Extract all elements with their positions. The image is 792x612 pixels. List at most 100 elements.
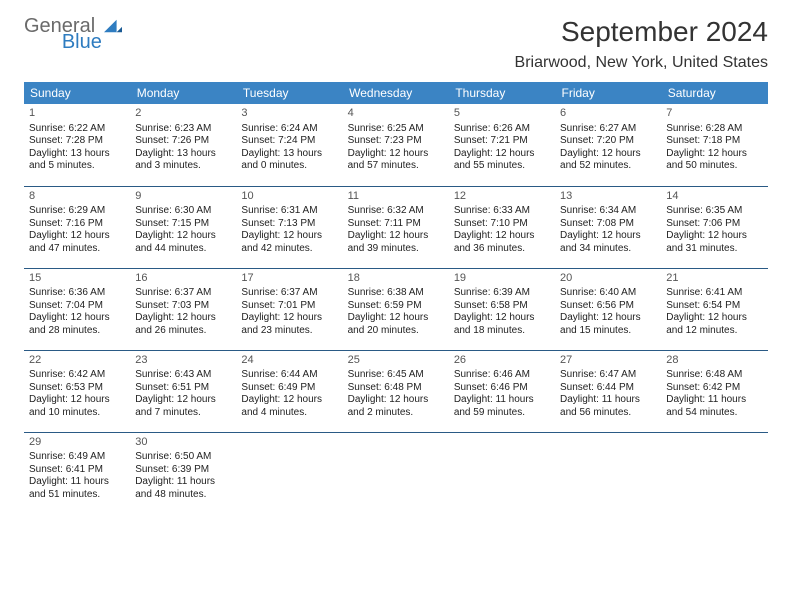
day-number: 30 bbox=[135, 436, 231, 450]
daylight-text: Daylight: 12 hours and 7 minutes. bbox=[135, 394, 231, 419]
sunrise-text: Sunrise: 6:37 AM bbox=[241, 287, 337, 300]
sunset-text: Sunset: 7:23 PM bbox=[348, 135, 444, 148]
sunset-text: Sunset: 7:20 PM bbox=[560, 135, 656, 148]
daylight-text: Daylight: 12 hours and 23 minutes. bbox=[241, 312, 337, 337]
sunset-text: Sunset: 7:15 PM bbox=[135, 218, 231, 231]
day-number: 13 bbox=[560, 190, 656, 204]
calendar-day-cell: 30Sunrise: 6:50 AMSunset: 6:39 PMDayligh… bbox=[130, 432, 236, 514]
calendar-day-cell bbox=[236, 432, 342, 514]
sunrise-text: Sunrise: 6:39 AM bbox=[454, 287, 550, 300]
calendar-week-row: 1Sunrise: 6:22 AMSunset: 7:28 PMDaylight… bbox=[24, 104, 768, 186]
sunset-text: Sunset: 6:56 PM bbox=[560, 300, 656, 313]
sunrise-text: Sunrise: 6:25 AM bbox=[348, 123, 444, 136]
sunset-text: Sunset: 6:49 PM bbox=[241, 382, 337, 395]
calendar-day-cell bbox=[555, 432, 661, 514]
month-title: September 2024 bbox=[515, 16, 768, 48]
daylight-text: Daylight: 12 hours and 28 minutes. bbox=[29, 312, 125, 337]
day-number: 7 bbox=[666, 107, 762, 121]
calendar-day-cell: 19Sunrise: 6:39 AMSunset: 6:58 PMDayligh… bbox=[449, 268, 555, 350]
day-number: 16 bbox=[135, 272, 231, 286]
day-number: 28 bbox=[666, 354, 762, 368]
daylight-text: Daylight: 12 hours and 12 minutes. bbox=[666, 312, 762, 337]
sunrise-text: Sunrise: 6:48 AM bbox=[666, 369, 762, 382]
calendar-day-cell: 26Sunrise: 6:46 AMSunset: 6:46 PMDayligh… bbox=[449, 350, 555, 432]
calendar-week-row: 22Sunrise: 6:42 AMSunset: 6:53 PMDayligh… bbox=[24, 350, 768, 432]
daylight-text: Daylight: 12 hours and 10 minutes. bbox=[29, 394, 125, 419]
sunset-text: Sunset: 7:16 PM bbox=[29, 218, 125, 231]
day-number: 19 bbox=[454, 272, 550, 286]
calendar-day-cell: 21Sunrise: 6:41 AMSunset: 6:54 PMDayligh… bbox=[661, 268, 767, 350]
sunrise-text: Sunrise: 6:37 AM bbox=[135, 287, 231, 300]
sunrise-text: Sunrise: 6:44 AM bbox=[241, 369, 337, 382]
sunrise-text: Sunrise: 6:47 AM bbox=[560, 369, 656, 382]
daylight-text: Daylight: 12 hours and 36 minutes. bbox=[454, 230, 550, 255]
calendar-day-cell bbox=[343, 432, 449, 514]
daylight-text: Daylight: 12 hours and 55 minutes. bbox=[454, 148, 550, 173]
daylight-text: Daylight: 12 hours and 34 minutes. bbox=[560, 230, 656, 255]
calendar-day-cell: 24Sunrise: 6:44 AMSunset: 6:49 PMDayligh… bbox=[236, 350, 342, 432]
sunrise-text: Sunrise: 6:41 AM bbox=[666, 287, 762, 300]
calendar-day-cell: 3Sunrise: 6:24 AMSunset: 7:24 PMDaylight… bbox=[236, 104, 342, 186]
location-text: Briarwood, New York, United States bbox=[515, 54, 768, 72]
calendar-day-cell: 13Sunrise: 6:34 AMSunset: 7:08 PMDayligh… bbox=[555, 186, 661, 268]
calendar-day-cell: 2Sunrise: 6:23 AMSunset: 7:26 PMDaylight… bbox=[130, 104, 236, 186]
sunset-text: Sunset: 7:01 PM bbox=[241, 300, 337, 313]
daylight-text: Daylight: 11 hours and 59 minutes. bbox=[454, 394, 550, 419]
daylight-text: Daylight: 12 hours and 2 minutes. bbox=[348, 394, 444, 419]
calendar-day-cell: 23Sunrise: 6:43 AMSunset: 6:51 PMDayligh… bbox=[130, 350, 236, 432]
day-number: 14 bbox=[666, 190, 762, 204]
calendar-day-cell bbox=[661, 432, 767, 514]
day-number: 25 bbox=[348, 354, 444, 368]
calendar-week-row: 15Sunrise: 6:36 AMSunset: 7:04 PMDayligh… bbox=[24, 268, 768, 350]
calendar-day-cell: 25Sunrise: 6:45 AMSunset: 6:48 PMDayligh… bbox=[343, 350, 449, 432]
daylight-text: Daylight: 12 hours and 39 minutes. bbox=[348, 230, 444, 255]
calendar-day-cell: 20Sunrise: 6:40 AMSunset: 6:56 PMDayligh… bbox=[555, 268, 661, 350]
sunset-text: Sunset: 7:04 PM bbox=[29, 300, 125, 313]
day-number: 22 bbox=[29, 354, 125, 368]
sunset-text: Sunset: 6:44 PM bbox=[560, 382, 656, 395]
sunset-text: Sunset: 6:41 PM bbox=[29, 464, 125, 477]
day-number: 26 bbox=[454, 354, 550, 368]
calendar-day-cell: 22Sunrise: 6:42 AMSunset: 6:53 PMDayligh… bbox=[24, 350, 130, 432]
sunset-text: Sunset: 6:46 PM bbox=[454, 382, 550, 395]
day-number: 2 bbox=[135, 107, 231, 121]
daylight-text: Daylight: 12 hours and 26 minutes. bbox=[135, 312, 231, 337]
sunrise-text: Sunrise: 6:29 AM bbox=[29, 205, 125, 218]
sunrise-text: Sunrise: 6:50 AM bbox=[135, 451, 231, 464]
calendar-day-cell: 9Sunrise: 6:30 AMSunset: 7:15 PMDaylight… bbox=[130, 186, 236, 268]
col-tuesday: Tuesday bbox=[236, 82, 342, 104]
sunset-text: Sunset: 7:08 PM bbox=[560, 218, 656, 231]
col-thursday: Thursday bbox=[449, 82, 555, 104]
sunset-text: Sunset: 6:53 PM bbox=[29, 382, 125, 395]
daylight-text: Daylight: 12 hours and 20 minutes. bbox=[348, 312, 444, 337]
calendar-day-cell: 14Sunrise: 6:35 AMSunset: 7:06 PMDayligh… bbox=[661, 186, 767, 268]
day-number: 17 bbox=[241, 272, 337, 286]
day-number: 23 bbox=[135, 354, 231, 368]
sunrise-text: Sunrise: 6:49 AM bbox=[29, 451, 125, 464]
day-number: 27 bbox=[560, 354, 656, 368]
sunset-text: Sunset: 6:54 PM bbox=[666, 300, 762, 313]
daylight-text: Daylight: 12 hours and 57 minutes. bbox=[348, 148, 444, 173]
header: General GenBlue September 2024 Briarwood… bbox=[24, 16, 768, 72]
daylight-text: Daylight: 11 hours and 54 minutes. bbox=[666, 394, 762, 419]
daylight-text: Daylight: 12 hours and 18 minutes. bbox=[454, 312, 550, 337]
sunrise-text: Sunrise: 6:40 AM bbox=[560, 287, 656, 300]
daylight-text: Daylight: 12 hours and 52 minutes. bbox=[560, 148, 656, 173]
calendar-body: 1Sunrise: 6:22 AMSunset: 7:28 PMDaylight… bbox=[24, 104, 768, 514]
calendar-day-cell: 12Sunrise: 6:33 AMSunset: 7:10 PMDayligh… bbox=[449, 186, 555, 268]
sunrise-text: Sunrise: 6:24 AM bbox=[241, 123, 337, 136]
sunrise-text: Sunrise: 6:34 AM bbox=[560, 205, 656, 218]
sunset-text: Sunset: 7:11 PM bbox=[348, 218, 444, 231]
daylight-text: Daylight: 11 hours and 51 minutes. bbox=[29, 476, 125, 501]
sunrise-text: Sunrise: 6:23 AM bbox=[135, 123, 231, 136]
day-number: 9 bbox=[135, 190, 231, 204]
daylight-text: Daylight: 12 hours and 42 minutes. bbox=[241, 230, 337, 255]
sunrise-text: Sunrise: 6:33 AM bbox=[454, 205, 550, 218]
daylight-text: Daylight: 12 hours and 44 minutes. bbox=[135, 230, 231, 255]
col-sunday: Sunday bbox=[24, 82, 130, 104]
calendar-day-cell: 10Sunrise: 6:31 AMSunset: 7:13 PMDayligh… bbox=[236, 186, 342, 268]
calendar-day-cell: 18Sunrise: 6:38 AMSunset: 6:59 PMDayligh… bbox=[343, 268, 449, 350]
day-number: 24 bbox=[241, 354, 337, 368]
logo-word-blue: Blue bbox=[62, 31, 102, 53]
day-number: 10 bbox=[241, 190, 337, 204]
